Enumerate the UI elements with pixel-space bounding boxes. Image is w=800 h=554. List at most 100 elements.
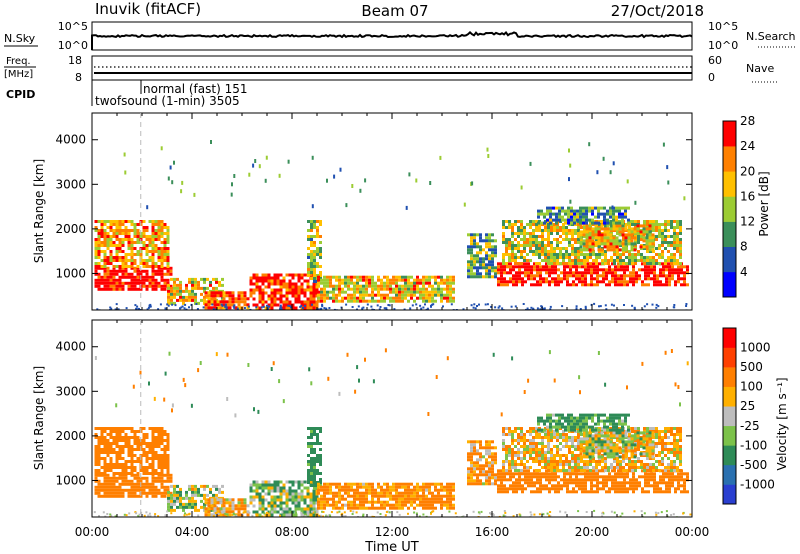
echo-cell xyxy=(526,244,529,247)
echo-cell xyxy=(664,223,667,226)
freq-tick-low: 8 xyxy=(75,71,82,84)
echo-cell xyxy=(124,229,128,232)
echo-cell xyxy=(179,307,181,310)
echo-cell xyxy=(502,259,505,262)
echo-cell xyxy=(261,273,265,277)
echo-cell xyxy=(344,275,347,279)
echo-cell xyxy=(627,218,630,222)
echo-cell xyxy=(386,500,389,504)
echo-cell xyxy=(160,463,164,466)
echo-cell xyxy=(476,233,479,237)
colorbar-tick-label: 8 xyxy=(740,240,748,254)
echo-cell xyxy=(652,220,655,223)
echo-cell xyxy=(103,482,107,486)
echo-cell xyxy=(527,274,530,278)
echo-cell xyxy=(603,221,606,225)
echo-cell xyxy=(503,280,506,284)
echo-cell xyxy=(626,487,629,491)
echo-cell xyxy=(145,454,149,457)
echo-cell xyxy=(557,280,560,284)
echo-cell xyxy=(514,220,517,223)
echo-cell xyxy=(554,283,557,287)
echo-cell xyxy=(142,436,146,439)
echo-cell xyxy=(608,265,611,269)
echo-cell xyxy=(184,303,187,306)
echo-cell xyxy=(130,220,134,223)
echo-cell xyxy=(476,251,479,255)
echo-cell xyxy=(109,457,113,460)
echo-cell xyxy=(160,259,164,262)
echo-cell xyxy=(142,448,146,451)
echo-cell xyxy=(632,475,635,479)
echo-cell xyxy=(677,484,680,488)
echo-cell xyxy=(625,256,628,259)
echo-cell xyxy=(549,308,552,310)
echo-cell xyxy=(258,483,262,487)
echo-cell xyxy=(297,300,301,304)
echo-cell xyxy=(608,280,611,284)
echo-cell xyxy=(285,498,289,502)
echo-cell xyxy=(619,256,622,259)
echo-cell xyxy=(133,278,137,282)
echo-cell xyxy=(276,282,280,286)
echo-cell xyxy=(599,280,602,284)
echo-cell xyxy=(118,473,122,477)
echo-cell xyxy=(539,478,542,482)
echo-cell xyxy=(142,451,146,454)
echo-cell xyxy=(303,294,307,298)
echo-cell xyxy=(590,490,593,494)
echo-cell xyxy=(434,290,437,294)
echo-cell xyxy=(106,488,110,492)
echo-cell xyxy=(115,232,119,235)
echo-cell xyxy=(606,227,610,231)
echo-cell xyxy=(249,495,253,499)
echo-cell xyxy=(662,142,665,147)
echo-cell xyxy=(151,479,155,483)
echo-cell xyxy=(529,244,532,247)
echo-cell xyxy=(320,293,323,297)
echo-cell xyxy=(188,505,191,509)
echo-cell xyxy=(222,294,226,298)
echo-cell xyxy=(106,491,110,495)
echo-cell xyxy=(604,304,607,307)
echo-cell xyxy=(200,286,203,290)
echo-cell xyxy=(557,268,560,272)
echo-cell xyxy=(680,268,683,272)
echo-cell xyxy=(683,283,686,287)
echo-cell xyxy=(157,457,161,460)
echo-cell xyxy=(546,206,549,210)
echo-cell xyxy=(575,305,578,308)
echo-cell xyxy=(656,487,659,491)
echo-cell xyxy=(320,485,323,489)
echo-cell xyxy=(547,241,550,244)
echo-cell xyxy=(479,446,482,450)
echo-cell xyxy=(567,215,570,219)
echo-cell xyxy=(294,306,298,310)
echo-cell xyxy=(97,445,101,448)
echo-cell xyxy=(191,484,194,488)
echo-cell xyxy=(103,479,107,483)
echo-cell xyxy=(255,303,259,307)
echo-cell xyxy=(467,272,470,276)
echo-cell xyxy=(323,482,326,486)
echo-cell xyxy=(359,497,362,501)
echo-cell xyxy=(237,513,241,517)
echo-cell xyxy=(148,427,152,430)
echo-cell xyxy=(488,464,491,468)
echo-cell xyxy=(313,274,316,277)
echo-cell xyxy=(94,463,98,466)
echo-cell xyxy=(313,448,316,451)
echo-cell xyxy=(338,293,341,297)
echo-cell xyxy=(596,170,599,175)
echo-cell xyxy=(173,301,176,305)
echo-cell xyxy=(103,439,107,442)
echo-cell xyxy=(541,247,544,250)
echo-cell xyxy=(151,266,155,270)
echo-cell xyxy=(422,287,425,291)
echo-cell xyxy=(407,284,410,288)
echo-cell xyxy=(246,306,250,310)
echo-cell xyxy=(648,245,652,249)
echo-cell xyxy=(577,247,580,250)
echo-cell xyxy=(585,221,588,225)
echo-cell xyxy=(611,475,614,479)
